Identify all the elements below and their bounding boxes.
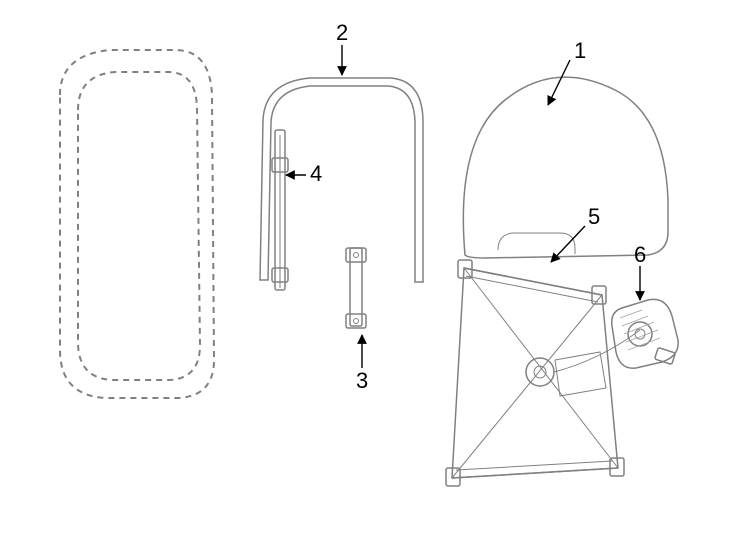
callout-3: 3 <box>356 335 368 393</box>
callout-6: 6 <box>634 242 646 300</box>
part-door-outline <box>60 50 214 398</box>
part-glass <box>463 77 668 258</box>
callout-3-label: 3 <box>356 368 368 393</box>
part-guide-upper <box>272 130 288 290</box>
callout-1-label: 1 <box>574 38 586 63</box>
callout-6-label: 6 <box>634 242 646 267</box>
parts-diagram: 1 2 3 4 5 6 <box>0 0 734 540</box>
callout-5-label: 5 <box>588 204 600 229</box>
callout-4-label: 4 <box>310 161 322 186</box>
callout-1: 1 <box>548 38 586 105</box>
part-guide-lower <box>346 248 366 328</box>
callout-2-label: 2 <box>336 20 348 45</box>
part-regulator <box>446 260 640 486</box>
callout-4: 4 <box>286 161 322 186</box>
callout-2: 2 <box>336 20 348 75</box>
part-motor <box>612 299 678 368</box>
